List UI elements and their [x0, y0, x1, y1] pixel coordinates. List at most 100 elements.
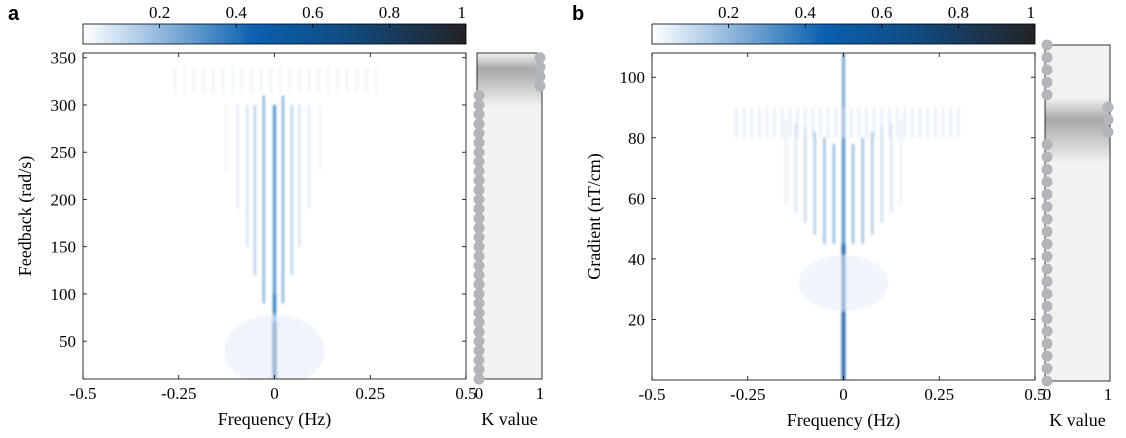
y-tick-label: 50: [59, 332, 76, 351]
heatmap-b-band-haze-26: [934, 107, 937, 138]
heatmap-b-band-haze-0: [735, 107, 737, 138]
heatmap-b-sideband-left-5: [785, 119, 787, 205]
heatmap-b-band-haze-4: [766, 107, 768, 138]
k-panel-a-frame: [476, 52, 543, 380]
heatmap-b-band-haze-14: [842, 107, 845, 138]
k-value-point-0: [473, 212, 485, 224]
panel-b: b 0.2 0.4 0.6 0.8 1 -0.5 -0.25 0 0.25 0.5 Frequen…: [572, 3, 1114, 431]
k-value-point-0: [473, 279, 485, 291]
heatmap-b-band-haze-27: [942, 107, 944, 138]
k-value-point-0: [473, 118, 485, 130]
heatmap-a-sideband-left-1: [254, 104, 256, 276]
k-value-point-0: [1041, 139, 1053, 151]
heatmap-a-sideband-right-4: [319, 104, 322, 172]
k-value-point-0: [473, 108, 485, 120]
heatmap-b-band-haze-5: [773, 107, 776, 138]
k-value-point-0: [473, 250, 485, 262]
k-value-point-0: [473, 364, 485, 376]
colorbar-tick-label: 1: [1027, 3, 1036, 22]
x-tick-label: -0.5: [70, 384, 97, 403]
k-value-point-0: [473, 222, 485, 234]
heatmap-b-sideband-left-2: [813, 131, 816, 235]
k-value-point-0: [1041, 313, 1053, 325]
x-tick-label: 0: [839, 385, 848, 404]
heatmap-a-top-haze-9: [260, 67, 262, 94]
heatmap-a-center-line-top: [273, 104, 276, 294]
heatmap-b-band-haze-15: [850, 107, 852, 138]
heatmap-a-top-haze-12: [289, 67, 291, 94]
x-axis-label: Frequency (Hz): [218, 409, 331, 430]
heatmap-a-sideband-right-0: [282, 95, 284, 304]
heatmap-b-band-haze-11: [819, 107, 822, 138]
panel-a: a 0.2 0.4 0.6 0.8 1 -0.5 -0.25 0 0.25 0.5 Frequen…: [8, 3, 546, 430]
colorbar-a: 0.2 0.4 0.6 0.8 1: [82, 3, 467, 45]
heatmap-b-band-haze-17: [865, 107, 868, 138]
heatmap-a-center-line-mid: [272, 293, 277, 323]
heatmap-b-sideband-right-5: [900, 119, 902, 205]
k-value-point-0: [473, 316, 485, 328]
k-value-point-1: [1102, 101, 1114, 113]
y-tick-label: 350: [51, 49, 77, 68]
k-value-point-0: [1041, 251, 1053, 263]
k-value-point-0: [1041, 89, 1053, 101]
heatmap-a-top-haze-4: [212, 67, 214, 94]
heatmap-a-top-haze-5: [222, 67, 224, 94]
k-axis-label: K value: [481, 409, 537, 429]
heatmap-b-band-haze-3: [758, 107, 760, 138]
heatmap-a-top-haze-8: [250, 67, 253, 94]
colorbar-tick-label: 0.8: [379, 3, 400, 22]
colorbar-tick-label: 0.8: [948, 3, 969, 22]
k-value-point-0: [473, 335, 485, 347]
heatmap-a-sideband-right-2: [298, 104, 301, 247]
heatmap-a-sideband-left-2: [246, 104, 249, 247]
heatmap-a-top-haze-20: [365, 67, 368, 94]
heatmap-a-sideband-right-1: [290, 104, 293, 276]
colorbar-tick-label: 0.2: [149, 3, 170, 22]
heatmap-b-center-line-top: [842, 53, 845, 108]
heatmap-b-band-haze-9: [804, 107, 806, 138]
k-value-point-0: [473, 156, 485, 168]
k-value-point-0: [473, 297, 485, 309]
colorbar-tick-label: 1: [458, 3, 467, 22]
k-value-point-0: [1041, 226, 1053, 238]
k-value-point-0: [1041, 263, 1053, 275]
k-value-point-0: [473, 99, 485, 111]
heatmap-a-top-haze-18: [346, 67, 348, 94]
k-axis-label: K value: [1049, 410, 1105, 430]
heatmap-a-sideband-left-3: [236, 104, 239, 209]
colorbar-tick-label: 0.6: [871, 3, 892, 22]
heatmap-b-band-haze-6: [781, 107, 783, 138]
y-tick-label: 40: [628, 250, 645, 269]
y-axis-label: Feedback (rad/s): [15, 156, 36, 276]
heatmap-a-top-haze-19: [356, 67, 358, 94]
heatmap-a-sideband-left-0: [262, 95, 265, 304]
heatmap-a-top-haze-21: [375, 67, 377, 94]
k-value-point-0: [1041, 325, 1053, 337]
heatmap-b-band-haze-10: [812, 107, 814, 138]
heatmap-b-center-line-mid: [842, 107, 845, 244]
k-value-point-0: [1041, 363, 1053, 375]
k-value-point-0: [1041, 288, 1053, 300]
k-value-point-0: [1041, 64, 1053, 76]
k-panel-b: 0 1 K value: [1041, 39, 1114, 430]
k-value-point-0: [473, 165, 485, 177]
y-tick-label: 60: [628, 189, 645, 208]
k-value-point-0: [1041, 151, 1053, 163]
y-tick-label: 250: [51, 143, 77, 162]
heatmap-a-top-haze-7: [241, 67, 243, 94]
heatmap-b-center-line-bottom: [841, 243, 846, 380]
heatmap-b-band-haze-25: [927, 107, 929, 138]
k-value-point-0: [473, 354, 485, 366]
colorbar-tick-label: 0.6: [302, 3, 323, 22]
heatmap-a-top-haze-17: [337, 67, 339, 94]
k-value-point-0: [473, 345, 485, 357]
colorbar-tick-label: 0.2: [718, 3, 739, 22]
heatmap-b-band-haze-24: [919, 107, 921, 138]
heatmap-b-band-haze-20: [888, 107, 891, 138]
k-panel-b-frame: [1044, 44, 1111, 382]
heatmap-b-band-haze-28: [950, 107, 952, 138]
heatmap-b-sideband-right-2: [871, 131, 874, 235]
k-value-point-0: [1041, 238, 1053, 250]
k-value-point-0: [1041, 201, 1053, 213]
heatmap-b-band-haze-21: [896, 107, 898, 138]
